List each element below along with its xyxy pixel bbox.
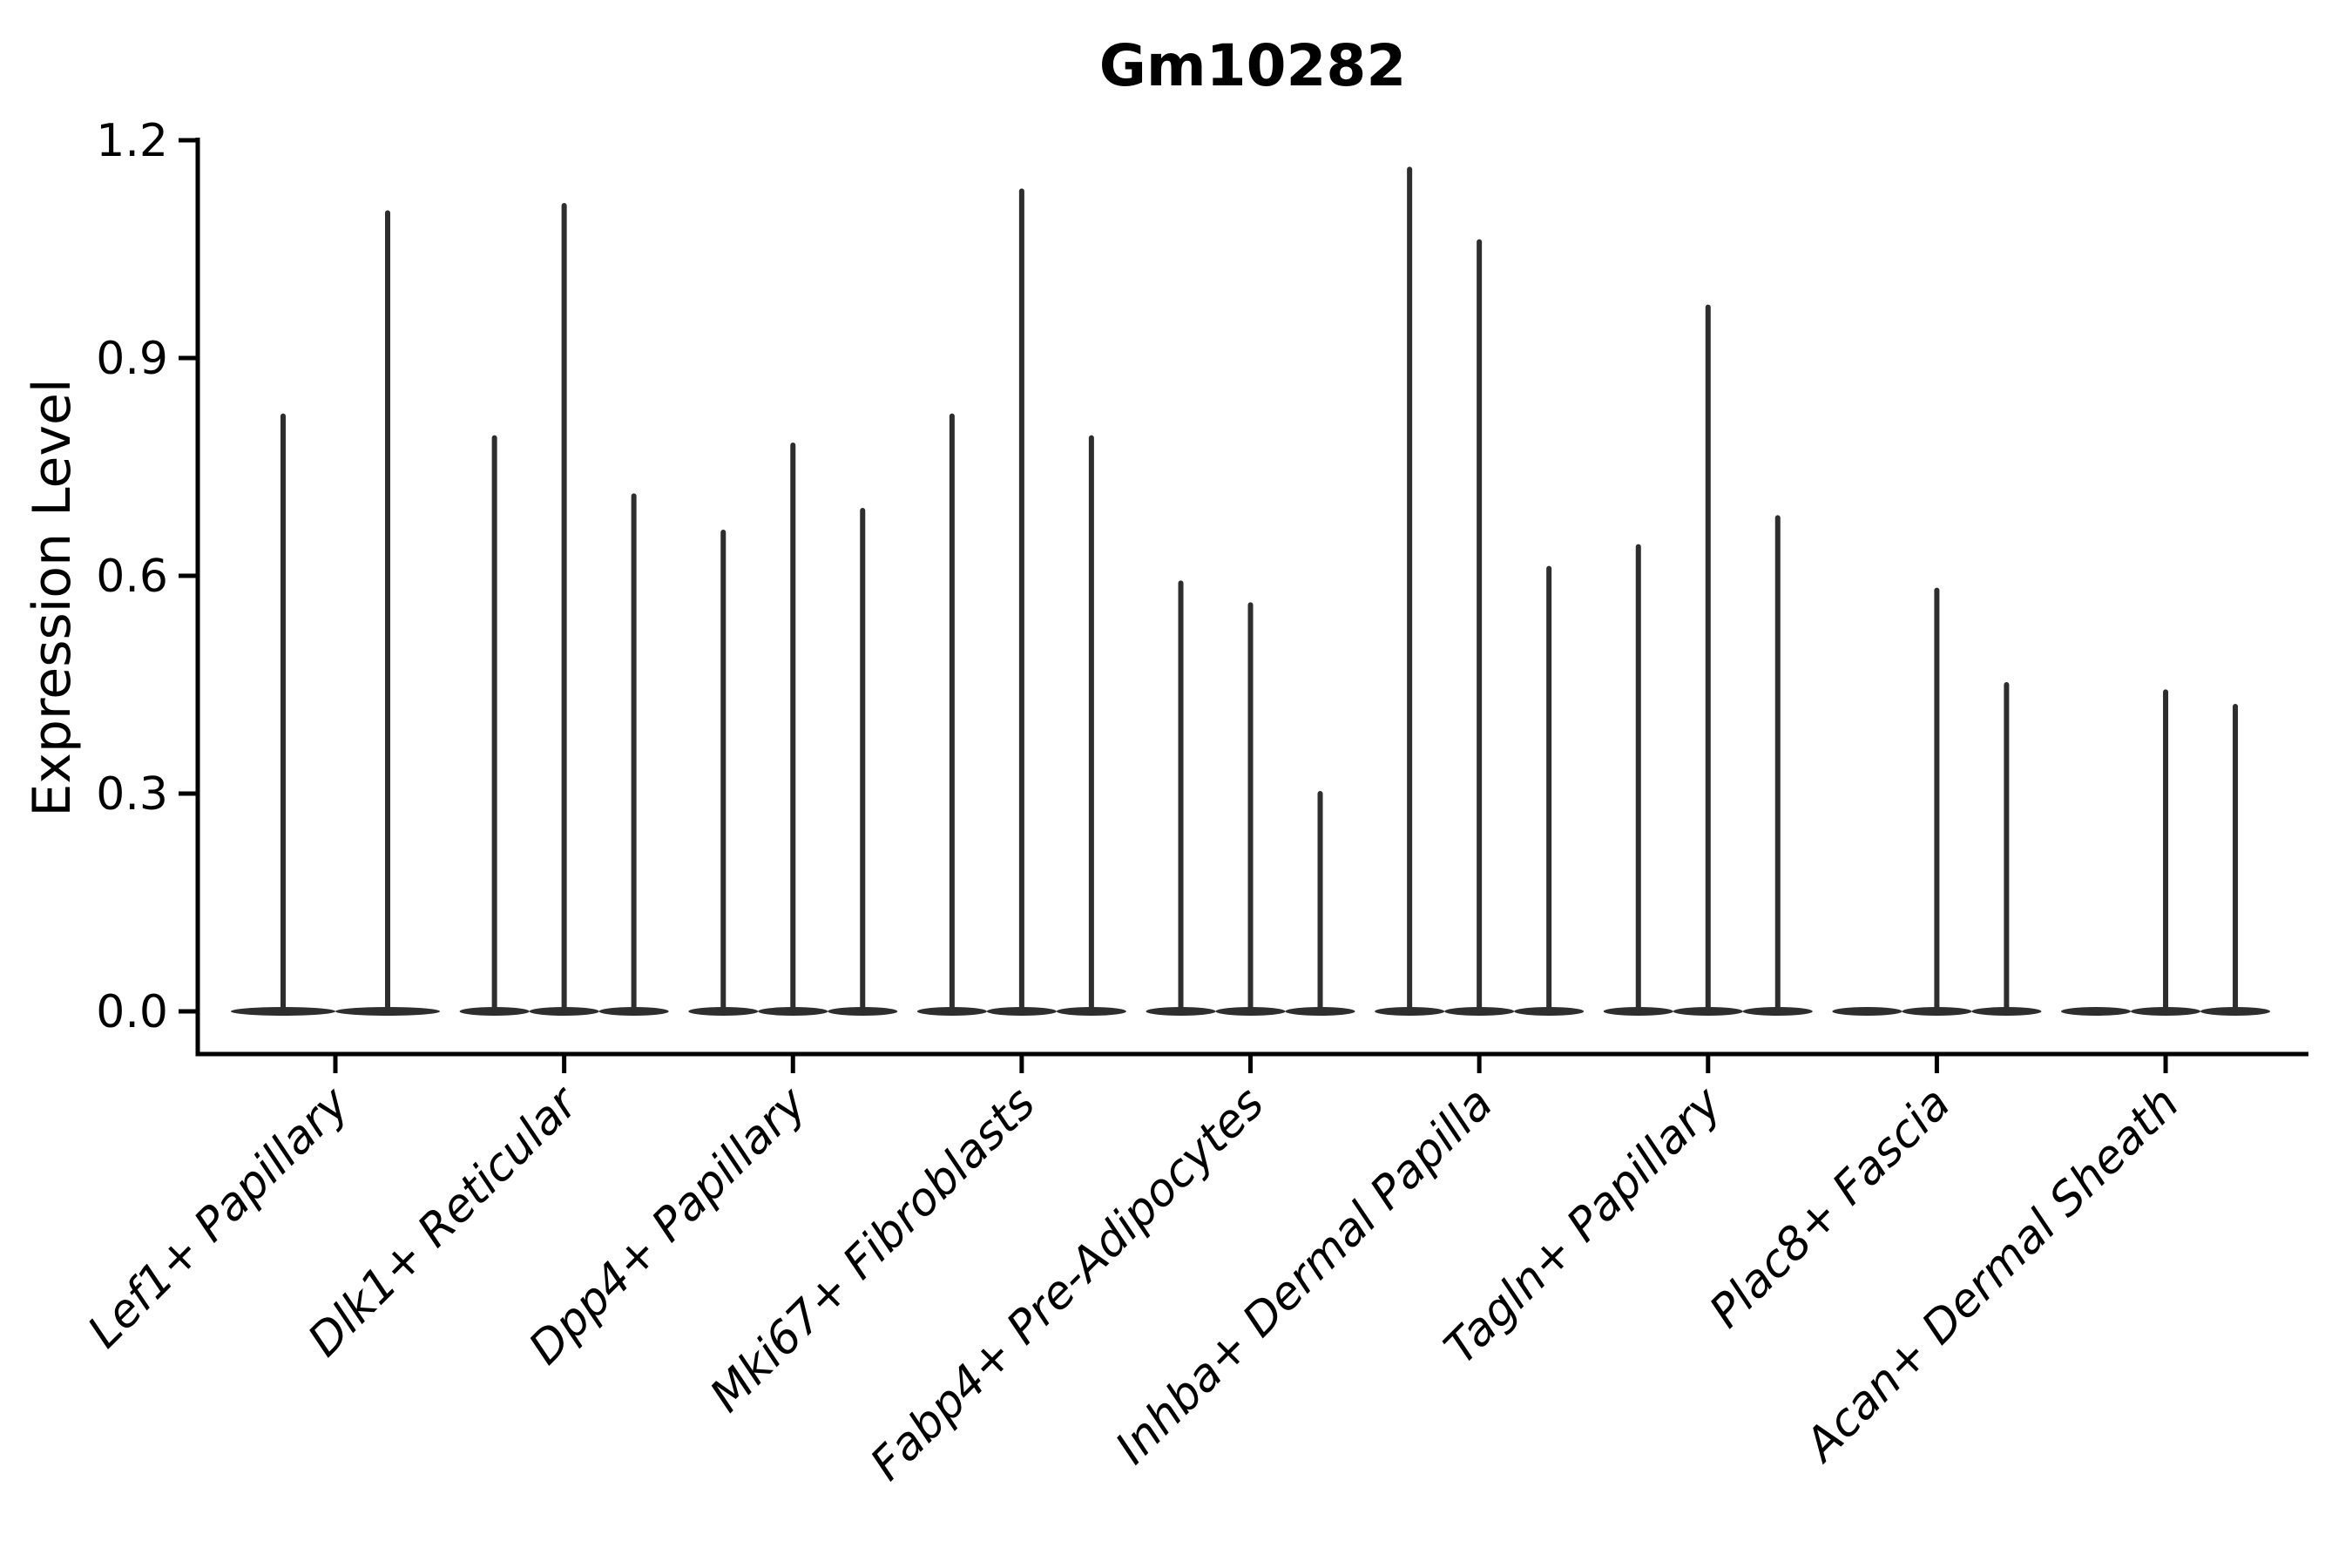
violin-body	[459, 1007, 530, 1016]
violin-body	[916, 1007, 987, 1016]
violin-body	[758, 1007, 828, 1016]
violin-group	[459, 203, 669, 1016]
violin-group	[231, 210, 440, 1016]
violin-body	[1971, 1007, 2042, 1016]
y-tick-label: 0.6	[96, 551, 168, 603]
violin-group	[1603, 304, 1813, 1016]
violin-body	[986, 1007, 1057, 1016]
x-tick-label: Inhba+ Dermal Papilla	[1106, 1078, 1504, 1475]
violin-body	[529, 1007, 599, 1016]
violin-body	[1832, 1007, 1903, 1016]
violin-body	[828, 1007, 898, 1016]
violin-body	[1146, 1007, 1216, 1016]
y-tick-label: 1.2	[96, 115, 168, 167]
y-tick-label: 0.3	[96, 768, 168, 821]
violin-body	[1215, 1007, 1286, 1016]
violin-body	[1375, 1007, 1445, 1016]
violin-body	[2200, 1007, 2271, 1016]
violin-body	[1285, 1007, 1355, 1016]
violin-group	[688, 443, 898, 1016]
violin-body	[1902, 1007, 1972, 1016]
chart-title: Gm10282	[1099, 32, 1407, 99]
violin-group	[1375, 166, 1585, 1016]
violin-body	[2061, 1007, 2132, 1016]
violin-body	[335, 1007, 440, 1016]
violin-group	[916, 188, 1126, 1016]
violin-body	[231, 1007, 335, 1016]
x-tick-label: Acan+ Dermal Sheath	[1794, 1078, 2189, 1473]
violin-body	[1056, 1007, 1126, 1016]
violin-body	[1444, 1007, 1515, 1016]
violin-body	[598, 1007, 669, 1016]
y-tick-label: 0.9	[96, 333, 168, 385]
y-axis-label: Expression Level	[22, 378, 83, 816]
x-tick-label: Plac8+ Fascia	[1700, 1078, 1960, 1338]
y-tick-label: 0.0	[96, 986, 168, 1038]
violin-group	[1832, 587, 2042, 1016]
violin-body	[1514, 1007, 1585, 1016]
violin-body	[1742, 1007, 1813, 1016]
violin-series	[231, 166, 2271, 1016]
violin-body	[1603, 1007, 1673, 1016]
violin-body	[1673, 1007, 1743, 1016]
violin-body	[688, 1007, 759, 1016]
violin-group	[2061, 689, 2271, 1016]
x-tick-label: Fabp4+ Pre-Adipocytes	[861, 1078, 1274, 1491]
violin-body	[2131, 1007, 2201, 1016]
violin-group	[1146, 580, 1355, 1016]
